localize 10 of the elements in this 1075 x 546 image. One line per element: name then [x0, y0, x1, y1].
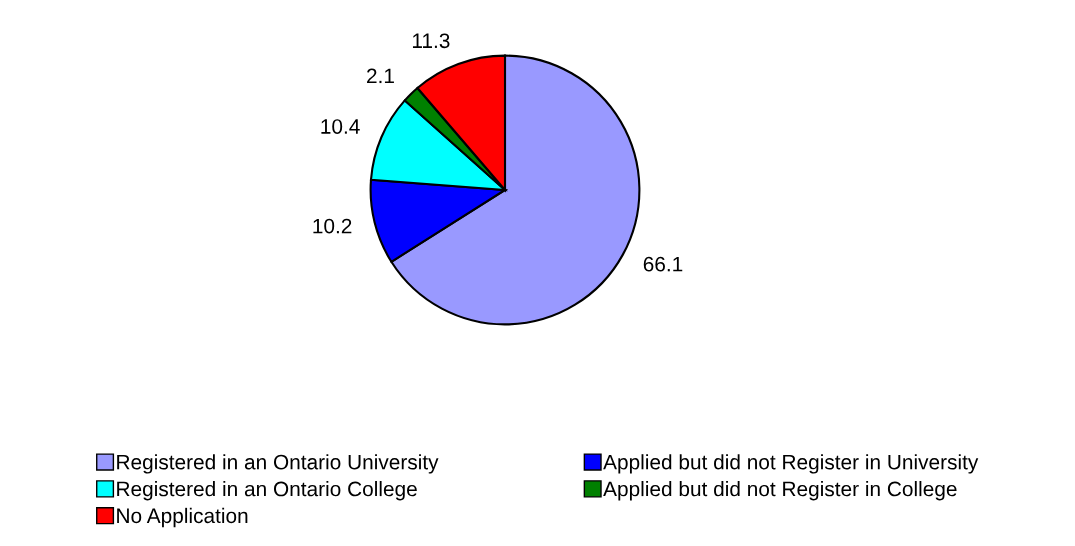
legend-label: Registered in an Ontario College	[117, 481, 417, 501]
data-label: 66.1	[643, 256, 683, 272]
legend-label: Applied but did not Register in University	[603, 454, 979, 474]
legend-label: Registered in an Ontario University	[117, 454, 439, 474]
data-label: 10.2	[313, 218, 352, 234]
data-label: 11.3	[412, 33, 450, 49]
legend-label: No Application	[117, 507, 248, 528]
data-label: 10.4	[321, 119, 360, 134]
data-label: 2.1	[367, 68, 394, 84]
legend-label: Applied but did not Register in College	[603, 481, 957, 501]
